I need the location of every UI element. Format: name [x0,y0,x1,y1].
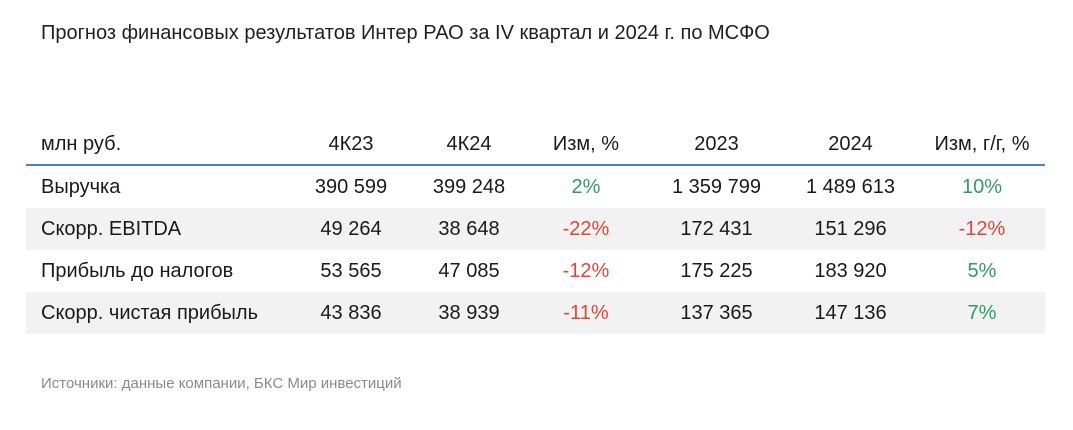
cell-2023: 172 431 [680,218,753,240]
cell-2023: 1 359 799 [672,176,761,198]
cell-change-quarter: -12% [562,260,610,282]
table-row-pretax-profit: Прибыль до налогов 53 565 47 085 -12% 17… [26,250,1045,292]
table-row-ebitda: Скорр. EBITDA 49 264 38 648 -22% 172 431… [26,208,1045,250]
table-row-revenue: Выручка 390 599 399 248 2% 1 359 799 1 4… [26,166,1045,208]
cell-4k24: 47 085 [438,260,500,282]
cell-change-year: -12% [958,218,1006,240]
cell-2023: 137 365 [680,302,753,324]
cell-4k23: 53 565 [320,260,382,282]
cell-2024: 151 296 [814,218,887,240]
source-note: Источники: данные компании, БКС Мир инве… [41,375,402,392]
financial-table: млн руб. 4К23 4К24 Изм, % 2023 2024 Изм,… [26,124,1045,334]
cell-4k24: 38 939 [438,302,500,324]
table-row-net-profit: Скорр. чистая прибыль 43 836 38 939 -11%… [26,292,1045,334]
cell-2024: 1 489 613 [806,176,895,198]
header-4k24: 4К24 [446,133,492,155]
cell-4k23: 49 264 [320,218,382,240]
table-header-row: млн руб. 4К23 4К24 Изм, % 2023 2024 Изм,… [26,124,1045,166]
row-label: Скорр. чистая прибыль [41,302,258,324]
row-label: Скорр. EBITDA [41,218,182,240]
cell-change-quarter: 2% [571,176,601,198]
header-2023: 2023 [694,133,739,155]
cell-2024: 147 136 [814,302,887,324]
cell-change-year: 10% [961,176,1003,198]
cell-change-year: 5% [967,260,997,282]
cell-4k24: 38 648 [438,218,500,240]
header-units: млн руб. [41,133,122,155]
header-change-quarter: Изм, % [552,133,620,155]
cell-2023: 175 225 [680,260,753,282]
cell-change-quarter: -11% [563,302,609,324]
page-title: Прогноз финансовых результатов Интер РАО… [41,22,770,44]
header-change-year: Изм, г/г, % [934,133,1030,155]
row-label: Выручка [41,176,121,198]
row-label: Прибыль до налогов [41,260,234,282]
cell-4k23: 390 599 [314,176,388,198]
cell-change-year: 7% [967,302,997,324]
cell-4k23: 43 836 [320,302,382,324]
cell-change-quarter: -22% [562,218,610,240]
header-2024: 2024 [828,133,873,155]
header-4k23: 4К23 [328,133,374,155]
cell-2024: 183 920 [814,260,887,282]
cell-4k24: 399 248 [432,176,506,198]
